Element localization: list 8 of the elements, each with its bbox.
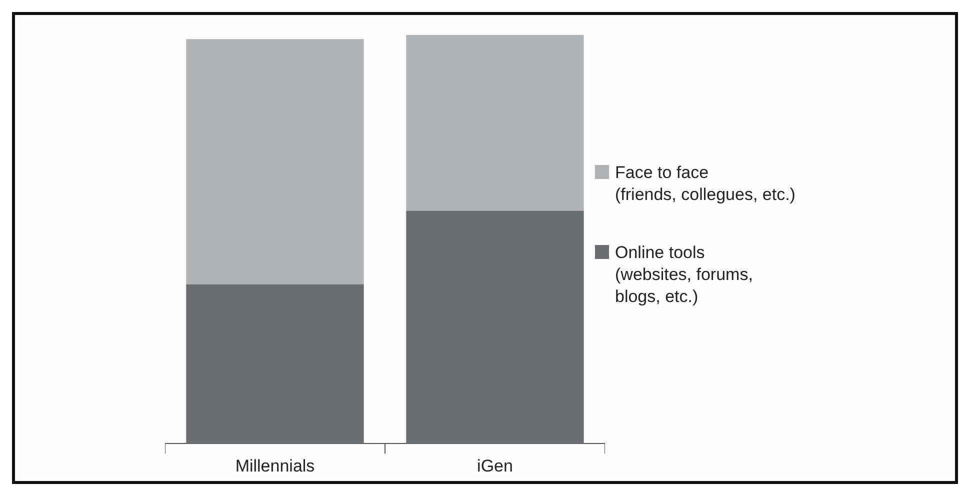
x-tick-label: iGen <box>477 456 513 476</box>
bar <box>186 39 364 284</box>
legend-label: Online tools (websites, forums, blogs, etc.) <box>615 242 753 308</box>
x-tick-label: Millennials <box>235 456 315 476</box>
bar <box>406 35 584 211</box>
legend-label: Face to face (friends, collegues, etc.) <box>615 162 796 206</box>
bar <box>406 210 584 444</box>
bar <box>186 284 364 444</box>
